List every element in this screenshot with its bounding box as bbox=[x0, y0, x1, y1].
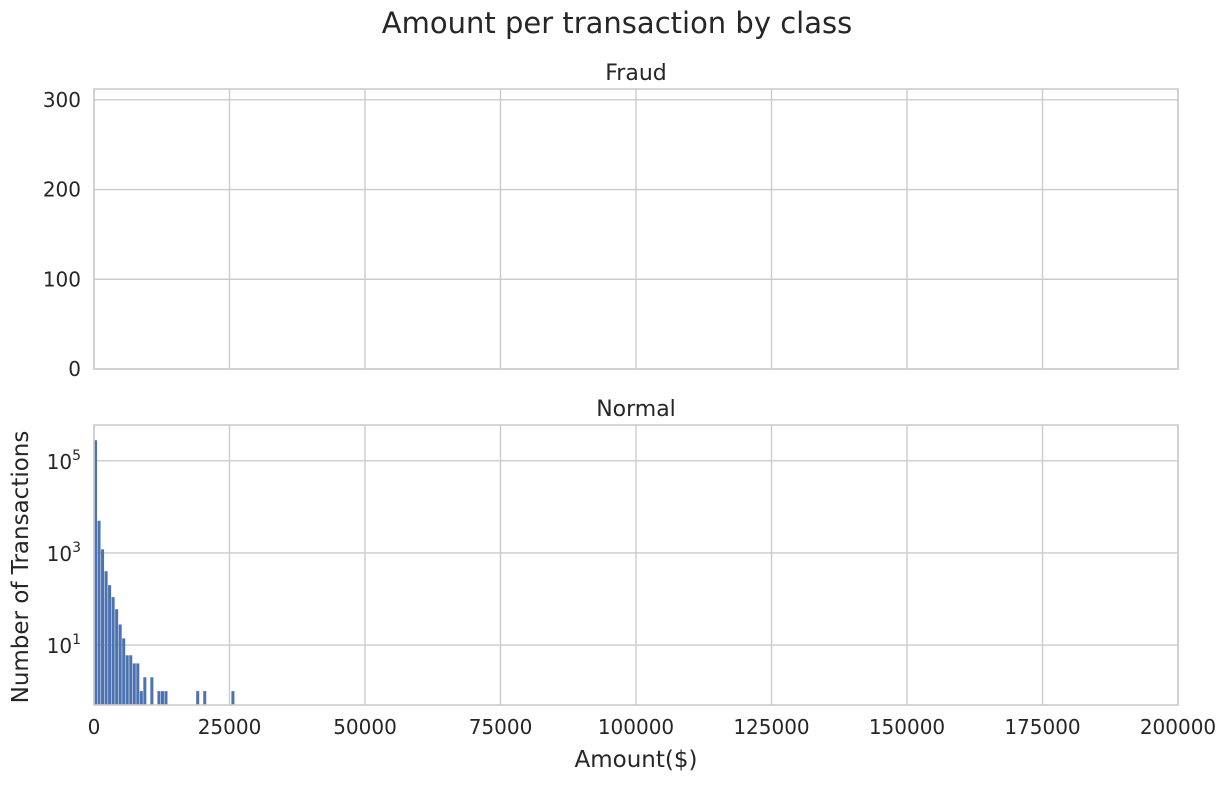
histogram-bar bbox=[101, 549, 105, 705]
histogram-bar bbox=[150, 677, 154, 705]
y-tick-label: 101 bbox=[47, 632, 81, 658]
x-tick-label: 75000 bbox=[469, 715, 533, 739]
chart-title: Amount per transaction by class bbox=[382, 6, 852, 40]
x-tick-label: 175000 bbox=[1004, 715, 1080, 739]
histogram-bar bbox=[143, 677, 147, 705]
subplots: 0 100 200 300 Fraud 0 25000 50000 75000 100000 125… bbox=[43, 61, 1216, 739]
y-tick-label: 0 bbox=[68, 357, 81, 381]
subplot-normal: 0 25000 50000 75000 100000 125000 150000 175000… bbox=[47, 397, 1217, 739]
histogram-bar bbox=[118, 624, 122, 705]
x-tick-label: 0 bbox=[88, 715, 101, 739]
histogram-bar bbox=[139, 691, 143, 705]
histogram-bar bbox=[111, 597, 115, 705]
histogram-bar bbox=[122, 638, 126, 705]
x-axis-label: Amount($) bbox=[575, 747, 698, 773]
histogram-bar bbox=[108, 585, 112, 705]
y-tick-label: 100 bbox=[43, 267, 81, 291]
histogram-bar bbox=[136, 663, 140, 705]
histogram-bar bbox=[125, 655, 129, 705]
y-tick-label: 103 bbox=[47, 540, 81, 566]
x-tick-label: 25000 bbox=[198, 715, 262, 739]
y-tick-label: 300 bbox=[43, 88, 81, 112]
histogram-bar bbox=[129, 655, 133, 705]
y-axis-label: Number of Transactions bbox=[8, 431, 34, 704]
subplot-title: Normal bbox=[596, 397, 676, 422]
histogram-bar bbox=[104, 571, 108, 705]
histogram-bar bbox=[164, 691, 168, 705]
y-tick-label: 105 bbox=[47, 448, 81, 474]
x-tick-label: 125000 bbox=[733, 715, 809, 739]
histogram-bar bbox=[196, 691, 200, 705]
x-tick-label: 100000 bbox=[598, 715, 674, 739]
subplot-fraud: 0 100 200 300 Fraud bbox=[43, 61, 1179, 381]
histogram-bar bbox=[157, 691, 161, 705]
histogram-bar bbox=[94, 440, 98, 705]
subplot-title: Fraud bbox=[605, 61, 667, 86]
histogram-bar bbox=[160, 691, 164, 705]
histogram-bar bbox=[203, 691, 207, 705]
histogram-bar bbox=[231, 691, 235, 705]
x-tick-label: 150000 bbox=[869, 715, 945, 739]
histogram-bar bbox=[97, 520, 101, 705]
x-tick-label: 50000 bbox=[333, 715, 397, 739]
plot-frame bbox=[93, 424, 1179, 706]
x-tick-label: 200000 bbox=[1140, 715, 1216, 739]
plot-frame bbox=[93, 88, 1179, 370]
histogram-bar bbox=[115, 609, 119, 705]
histogram-bar bbox=[132, 663, 136, 705]
y-tick-label: 200 bbox=[43, 178, 81, 202]
